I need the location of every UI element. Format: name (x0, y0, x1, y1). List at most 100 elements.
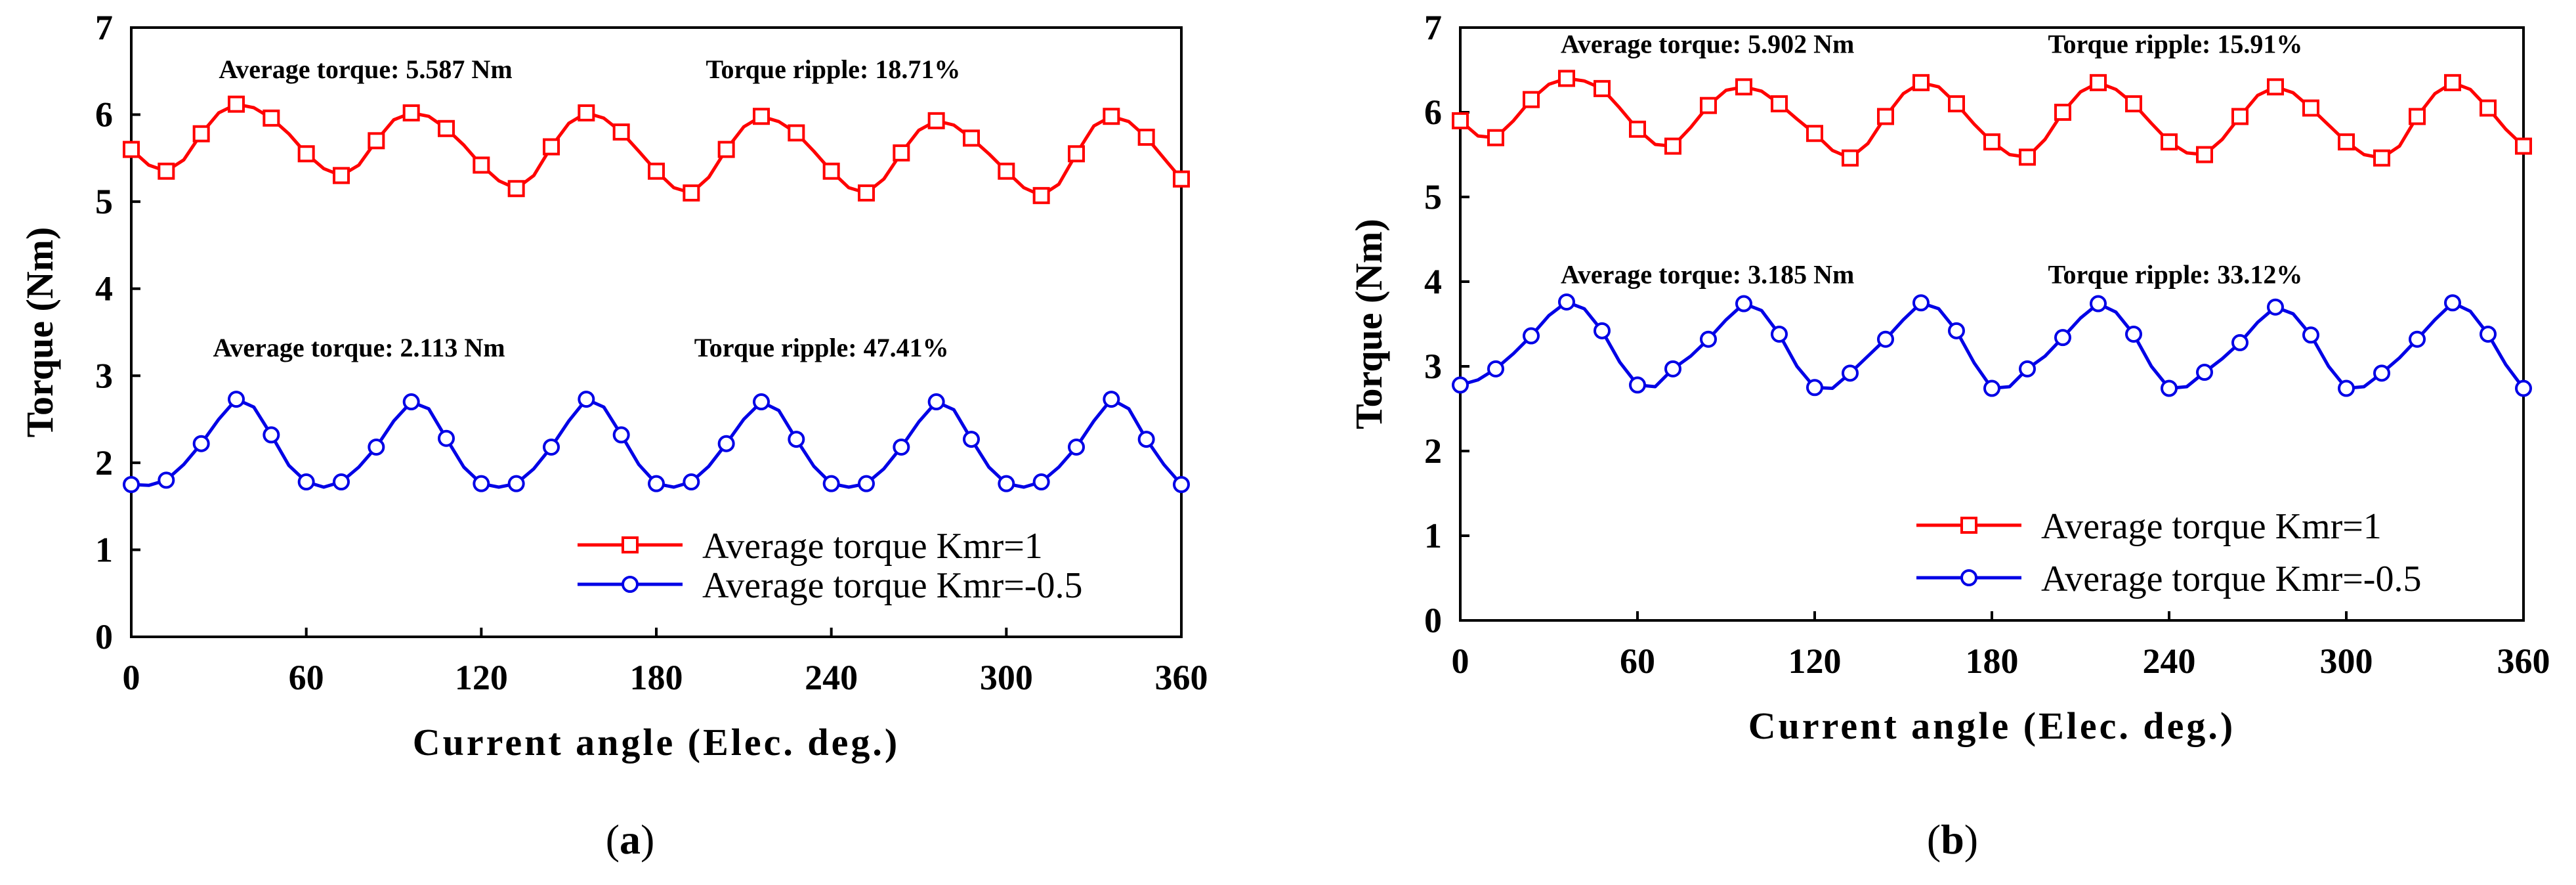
data-point-square (1594, 79, 1611, 97)
data-point-square (543, 138, 560, 156)
data-point-circle (2267, 298, 2284, 316)
caption-part: ( (606, 816, 620, 863)
x-tick-label: 300 (980, 658, 1033, 697)
data-point-circle (1664, 360, 1681, 378)
panel-caption: (a) (606, 816, 655, 863)
data-point-circle (2196, 364, 2213, 381)
data-point-square (2373, 149, 2390, 167)
data-point-circle (998, 475, 1015, 492)
data-point-square (1877, 108, 1894, 125)
data-point-square (2338, 133, 2355, 151)
data-point-square (438, 119, 455, 137)
data-point-square (1487, 129, 1504, 146)
annotation-text: Average torque: 3.185 Nm (1561, 260, 1854, 290)
y-tick-label: 5 (1424, 177, 1442, 217)
data-point-circle (228, 391, 245, 408)
data-point-square (192, 125, 210, 142)
legend-label: Average torque Kmr=-0.5 (2041, 559, 2421, 599)
chart-panel-a: 0 1 2 3 4 5 6 7 0 60 120 180 240 300 360 Current angle … (18, 8, 1208, 863)
data-point-circle (1032, 473, 1050, 491)
data-point-circle (1629, 376, 1646, 394)
data-point-circle (2161, 379, 2178, 397)
data-point-square (2515, 137, 2532, 155)
data-point-square (2409, 108, 2426, 125)
data-point-square (2444, 74, 2461, 91)
y-tick-label: 0 (1424, 601, 1442, 640)
data-point-square (1771, 95, 1788, 113)
legend-marker-square (1960, 517, 1977, 534)
x-tick-label: 60 (289, 658, 324, 697)
data-point-square (228, 95, 245, 113)
x-tick-label: 180 (1966, 641, 2019, 681)
data-point-square (927, 112, 945, 129)
data-point-circle (402, 393, 420, 411)
y-tick-label: 0 (95, 617, 113, 657)
data-point-circle (158, 471, 175, 489)
legend-marker-circle (622, 576, 639, 593)
data-point-square (2125, 95, 2142, 113)
data-point-square (2090, 74, 2107, 91)
data-point-circle (2338, 379, 2355, 397)
data-point-square (123, 140, 140, 158)
data-point-square (683, 184, 700, 202)
data-point-circle (717, 435, 735, 452)
data-point-circle (473, 475, 490, 492)
annotation-text: Average torque: 5.902 Nm (1561, 30, 1854, 59)
data-point-circle (2090, 295, 2107, 313)
y-tick-label: 2 (1424, 431, 1442, 471)
series-line-kmr-neg-0-5 (131, 397, 1183, 489)
data-point-square (1173, 170, 1190, 188)
data-point-circle (123, 476, 140, 493)
data-point-square (822, 162, 840, 180)
data-point-square (753, 108, 770, 125)
data-point-square (717, 140, 735, 158)
data-point-square (263, 109, 280, 127)
x-tick-label: 60 (1620, 641, 1655, 681)
data-point-circle (893, 438, 910, 456)
data-point-square (368, 132, 385, 150)
data-point-circle (1137, 431, 1155, 448)
data-point-circle (1912, 294, 1930, 312)
data-point-circle (1558, 293, 1575, 311)
data-point-circle (1771, 325, 1788, 343)
panel-caption: (b) (1927, 816, 1978, 863)
data-point-square (1735, 78, 1752, 96)
data-point-circle (1700, 330, 1717, 348)
data-point-square (1983, 133, 2000, 151)
x-tick-label: 240 (805, 658, 858, 697)
data-point-circle (927, 393, 945, 411)
data-point-circle (1983, 379, 2000, 397)
legend-marker-square (622, 536, 639, 553)
data-point-square (612, 123, 630, 141)
legend-label: Average torque Kmr=1 (2041, 506, 2382, 547)
data-point-circle (1806, 379, 1823, 397)
data-point-circle (963, 431, 980, 448)
x-tick-label: 240 (2143, 641, 2196, 681)
y-tick-label: 2 (95, 443, 113, 483)
caption-part: a (620, 816, 641, 863)
x-tick-label: 300 (2320, 641, 2373, 681)
data-point-circle (333, 473, 350, 491)
data-point-square (507, 180, 525, 198)
data-point-square (2019, 148, 2036, 166)
data-point-circle (2302, 326, 2319, 344)
x-axis-label: Current angle (Elec. deg.) (1748, 704, 2235, 747)
legend-label: Average torque Kmr=1 (702, 526, 1043, 567)
data-point-circle (683, 473, 700, 491)
annotation-text: Average torque: 5.587 Nm (219, 54, 512, 84)
y-tick-label: 7 (95, 8, 113, 47)
data-point-circle (1103, 391, 1120, 408)
data-point-circle (648, 475, 665, 492)
y-tick-label: 7 (1424, 8, 1442, 47)
x-tick-label: 0 (123, 658, 140, 697)
data-point-square (1629, 120, 1646, 138)
data-point-circle (1877, 330, 1894, 348)
data-point-square (2231, 108, 2249, 125)
data-point-square (578, 104, 595, 121)
data-point-circle (858, 475, 875, 492)
data-point-circle (1594, 322, 1611, 339)
data-point-circle (1487, 360, 1504, 378)
data-point-square (473, 156, 490, 174)
data-point-square (893, 144, 910, 162)
